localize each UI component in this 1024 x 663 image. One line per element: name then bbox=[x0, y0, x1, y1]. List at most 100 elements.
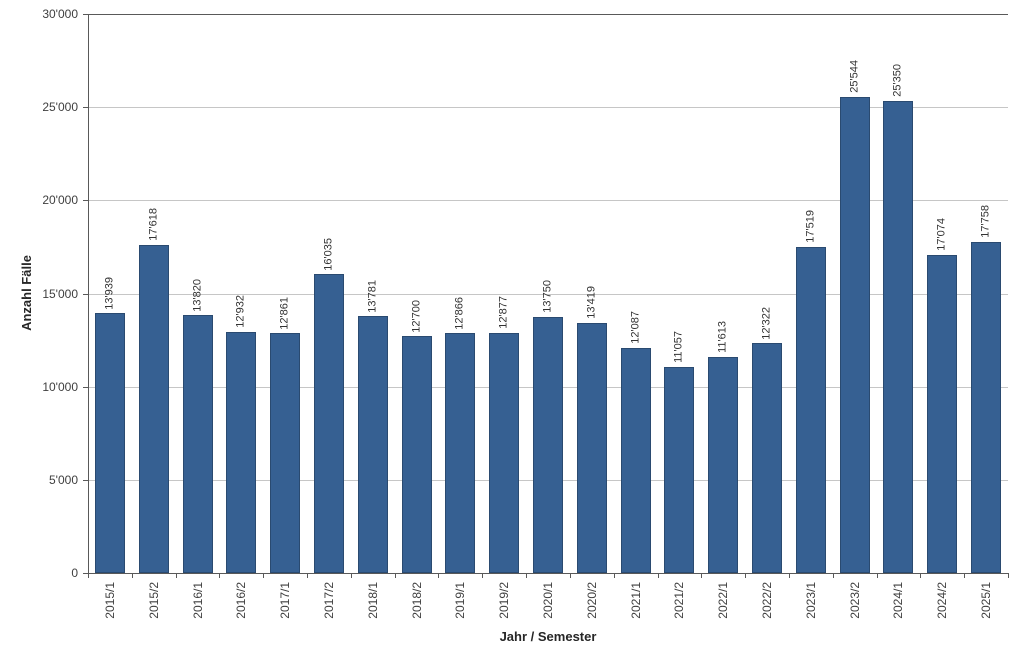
x-axis-category-label: 2020/2 bbox=[584, 582, 599, 619]
x-axis-category-label: 2016/2 bbox=[234, 582, 249, 619]
y-axis-tick bbox=[83, 107, 88, 109]
y-axis-tick bbox=[83, 293, 88, 295]
x-axis-category-label: 2024/1 bbox=[891, 582, 906, 619]
x-axis-category-label: 2021/1 bbox=[628, 582, 643, 619]
bar-2024-2 bbox=[927, 254, 958, 573]
x-axis-category-label: 2017/1 bbox=[278, 582, 293, 619]
x-axis-tick bbox=[526, 573, 528, 578]
x-axis-tick bbox=[569, 573, 571, 578]
y-axis-tick-label: 5'000 bbox=[49, 472, 78, 487]
bar-value-label: 12'861 bbox=[278, 296, 291, 330]
x-axis-title: Jahr / Semester bbox=[499, 629, 597, 644]
x-axis-category-label: 2022/1 bbox=[716, 582, 731, 619]
bar-value-label: 12'932 bbox=[234, 295, 247, 329]
bar-2025-1 bbox=[971, 242, 1002, 573]
x-axis-category-label: 2015/2 bbox=[146, 582, 161, 619]
bar-value-label: 13'419 bbox=[585, 286, 598, 319]
bar-value-label: 17'519 bbox=[804, 209, 817, 243]
y-axis-line bbox=[88, 14, 89, 574]
bar-value-label: 12'087 bbox=[629, 311, 642, 344]
y-axis-tick bbox=[83, 200, 88, 202]
x-axis-tick bbox=[438, 573, 440, 578]
bar-2019-1 bbox=[445, 333, 476, 573]
y-axis-tick-label: 25'000 bbox=[42, 100, 78, 115]
bar-value-label: 17'758 bbox=[979, 205, 992, 239]
y-axis-tick bbox=[83, 573, 88, 574]
x-axis-tick bbox=[876, 573, 878, 578]
bar-2020-1 bbox=[533, 316, 563, 573]
x-axis-tick bbox=[920, 573, 922, 578]
gridline bbox=[88, 293, 1008, 295]
x-axis-tick bbox=[657, 573, 659, 578]
y-axis-tick bbox=[83, 479, 88, 481]
y-axis-tick-label: 0 bbox=[71, 566, 78, 580]
x-axis-category-label: 2017/2 bbox=[321, 582, 336, 619]
bar-value-label: 13'750 bbox=[541, 280, 554, 313]
x-axis-category-label: 2023/2 bbox=[847, 582, 862, 619]
x-axis-tick bbox=[307, 573, 309, 578]
x-axis-category-label: 2019/1 bbox=[453, 582, 468, 619]
bar-value-label: 25'350 bbox=[891, 63, 904, 97]
bar-2024-1 bbox=[883, 100, 914, 573]
x-axis-tick bbox=[175, 573, 177, 578]
bar-2016-1 bbox=[182, 315, 213, 573]
bar-value-label: 12'877 bbox=[497, 296, 510, 330]
bar-2021-2 bbox=[664, 366, 695, 573]
x-axis-category-label: 2020/1 bbox=[541, 582, 555, 619]
x-axis-category-label: 2019/2 bbox=[497, 582, 512, 619]
bar-2018-1 bbox=[357, 316, 388, 573]
bar-value-label: 25'544 bbox=[848, 60, 861, 94]
bar-value-label: 13'820 bbox=[191, 278, 204, 312]
y-axis-tick-label: 15'000 bbox=[42, 286, 78, 301]
x-axis-tick bbox=[1008, 573, 1009, 578]
x-axis-category-label: 2015/1 bbox=[102, 582, 117, 619]
x-axis-category-label: 2022/2 bbox=[760, 582, 775, 619]
x-axis-tick bbox=[964, 573, 966, 578]
y-axis-tick bbox=[83, 386, 88, 388]
bar-2022-1 bbox=[708, 356, 739, 573]
bar-2023-1 bbox=[795, 246, 826, 573]
x-axis-tick bbox=[788, 573, 790, 578]
bar-2022-2 bbox=[752, 343, 783, 573]
bar-2015-2 bbox=[138, 244, 169, 573]
x-axis-tick bbox=[131, 573, 133, 578]
y-axis-title: Anzahl Fälle bbox=[19, 255, 34, 331]
x-axis-tick bbox=[482, 573, 484, 578]
gridline bbox=[88, 107, 1008, 109]
bar-2020-2 bbox=[576, 322, 607, 573]
x-axis-tick bbox=[88, 573, 89, 578]
x-axis-category-label: 2018/1 bbox=[365, 582, 380, 619]
x-axis-tick bbox=[613, 573, 615, 578]
gridline bbox=[88, 200, 1008, 202]
y-axis-tick-label: 30'000 bbox=[42, 7, 78, 21]
x-axis-category-label: 2025/1 bbox=[979, 582, 994, 619]
bar-value-label: 13'939 bbox=[103, 276, 116, 310]
bar-value-label: 17'074 bbox=[935, 218, 948, 251]
y-axis-tick bbox=[83, 14, 88, 15]
x-axis-category-label: 2024/2 bbox=[935, 582, 950, 619]
x-axis-category-label: 2023/1 bbox=[803, 582, 818, 619]
x-axis-category-label: 2021/2 bbox=[672, 582, 687, 619]
bar-2021-1 bbox=[620, 347, 651, 573]
gridline bbox=[88, 14, 1008, 15]
x-axis-category-label: 2016/1 bbox=[190, 582, 205, 619]
bar-2015-1 bbox=[94, 313, 125, 573]
bar-value-label: 12'700 bbox=[410, 299, 423, 333]
bar-2017-1 bbox=[270, 333, 301, 573]
bar-value-label: 16'035 bbox=[322, 237, 335, 271]
bar-2023-2 bbox=[839, 97, 870, 573]
x-axis-tick bbox=[350, 573, 352, 578]
x-axis-line bbox=[88, 573, 1008, 574]
bar-2016-2 bbox=[226, 332, 257, 573]
bar-value-label: 17'618 bbox=[147, 208, 160, 241]
x-axis-tick bbox=[701, 573, 703, 578]
x-axis-tick bbox=[832, 573, 834, 578]
bar-value-label: 12'866 bbox=[453, 296, 466, 330]
x-axis-tick bbox=[745, 573, 747, 578]
x-axis-tick bbox=[219, 573, 221, 578]
bar-value-label: 13'781 bbox=[366, 279, 379, 313]
bar-2019-2 bbox=[489, 333, 520, 573]
y-axis-tick-label: 20'000 bbox=[42, 193, 78, 208]
bar-2017-2 bbox=[313, 274, 344, 573]
